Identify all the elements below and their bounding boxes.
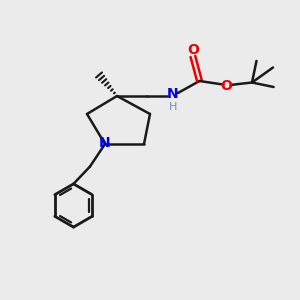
- Text: N: N: [167, 88, 178, 101]
- Text: H: H: [169, 102, 177, 112]
- Text: N: N: [99, 136, 111, 150]
- Text: O: O: [187, 43, 199, 57]
- Text: O: O: [220, 79, 232, 92]
